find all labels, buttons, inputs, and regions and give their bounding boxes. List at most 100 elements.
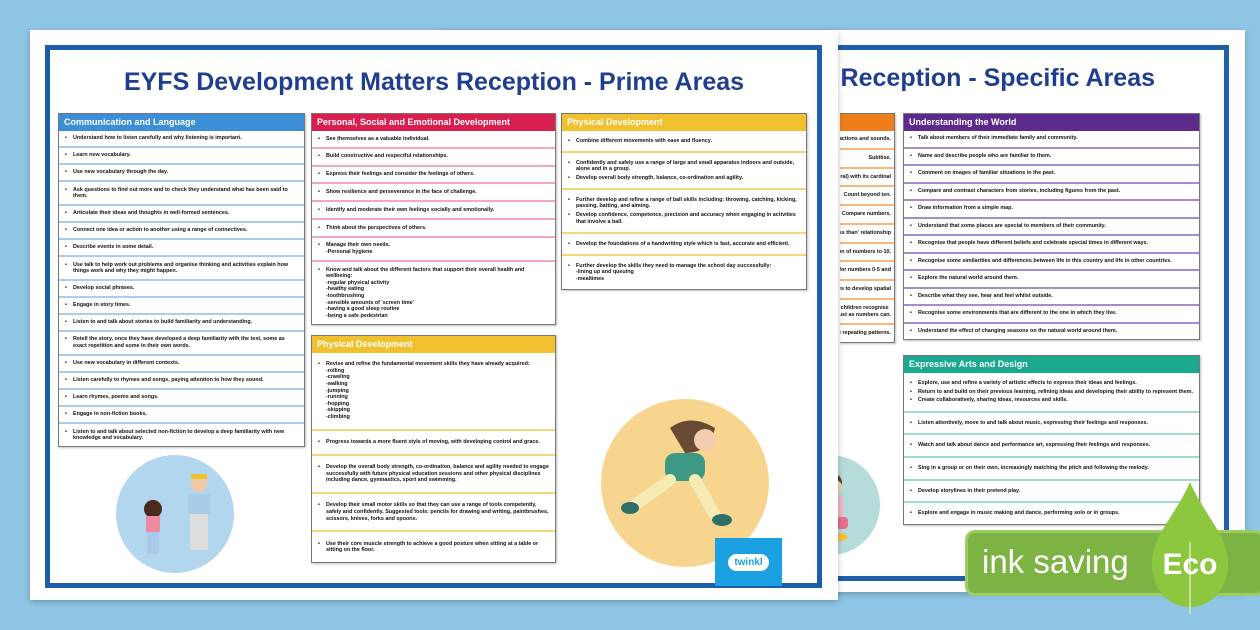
statement-group: Develop their small motor skills so that… <box>312 494 555 533</box>
statement-item: Sing in a group or on their own, increas… <box>910 465 1194 472</box>
communication-language-section: Communication and Language Understand how… <box>58 113 305 447</box>
statement-item: Build constructive and respectful relati… <box>318 153 550 160</box>
statement-group: Use new vocabulary in different contexts… <box>59 356 304 373</box>
statement-group: Listen to and talk about selected non-fi… <box>59 424 304 446</box>
statement-group: Listen carefully to rhymes and songs, pa… <box>59 373 304 391</box>
physical-development-section-2: Physical Development Revise and refine th… <box>311 335 556 563</box>
statement-item: Develop social phrases. <box>65 285 299 292</box>
statement-item: Draw information from a simple map. <box>910 205 1194 212</box>
section-heading: Personal, Social and Emotional Developme… <box>312 114 555 131</box>
statement-item: Develop the foundations of a handwriting… <box>568 241 801 248</box>
statement-group: Use their core muscle strength to achiev… <box>312 532 555 562</box>
statement-group: Revise and refine the fundamental moveme… <box>312 353 555 431</box>
statement-group: Think about the perspectives of others. <box>312 220 555 238</box>
statement-item: Further develop and refine a range of ba… <box>568 197 801 210</box>
statement-item: Talk about members of their immediate fa… <box>910 135 1194 142</box>
statement-item: Create collaboratively, sharing ideas, r… <box>910 397 1194 404</box>
statement-group: Develop storylines in their pretend play… <box>904 481 1199 504</box>
statement-group: Name and describe people who are familia… <box>904 149 1199 166</box>
statement-item: Watch and talk about dance and performan… <box>910 442 1194 449</box>
statement-item: Use talk to help work out problems and o… <box>65 262 299 275</box>
leaf-icon <box>1151 482 1229 614</box>
statement-item: Recognise some environments that are dif… <box>910 310 1194 317</box>
back-title: EYFS Development Matters Reception - Spe… <box>840 64 1155 92</box>
statement-item: Develop overall body strength, balance, … <box>568 175 801 182</box>
statement-item: Use their core muscle strength to achiev… <box>318 541 550 554</box>
statement-group: Understand that some places are special … <box>904 219 1199 236</box>
statement-group: Recognise some environments that are dif… <box>904 306 1199 324</box>
ink-saving-text: ink saving <box>982 543 1129 580</box>
eco-text: Eco <box>1162 548 1218 581</box>
statement-group: Explore and engage in music making and d… <box>904 503 1199 524</box>
statement-group: Draw information from a simple map. <box>904 201 1199 219</box>
statement-group: Understand the effect of changing season… <box>904 324 1199 340</box>
statement-group: Combine different movements with ease an… <box>562 131 806 153</box>
statement-group: Learn new vocabulary. <box>59 148 304 166</box>
section-heading: Physical Development <box>312 336 555 353</box>
statement-item: Understand that some places are special … <box>910 223 1194 230</box>
statement-group: Link the number symbol (numeral) with it… <box>840 169 894 188</box>
statement-item: Engage in non-fiction books. <box>65 411 299 418</box>
statement-item: Develop their small motor skills so that… <box>318 502 550 522</box>
statement-group: Describe events in some detail. <box>59 240 304 258</box>
statement-group: Compare numbers. <box>840 206 894 225</box>
expressive-arts-section: Expressive Arts and Design Explore, use a… <box>903 355 1200 525</box>
statement-item: Progress towards a more fluent style of … <box>318 439 550 446</box>
statement-group: Explore the natural world around them. <box>904 271 1199 289</box>
statement-item: Use new vocabulary in different contexts… <box>65 360 299 367</box>
statement-item: Express their feelings and consider the … <box>318 171 550 178</box>
statement-item: Count objects, actions and sounds. <box>840 136 891 143</box>
statement-group: Compare and contrast characters from sto… <box>904 184 1199 201</box>
statement-item: Describe what they see, hear and feel wh… <box>910 293 1194 300</box>
statement-item: Ask questions to find out more and to ch… <box>65 187 299 200</box>
statement-item: Subitise. <box>868 154 891 161</box>
statement-item: Think about the perspectives of others. <box>318 225 550 232</box>
statement-group: Watch and talk about dance and performan… <box>904 435 1199 459</box>
section-heading: Expressive Arts and Design <box>904 356 1199 373</box>
statement-item: Connect one idea or action to another us… <box>65 227 299 234</box>
statement-group: Understand how to listen carefully and w… <box>59 131 304 149</box>
statement-group: Describe what they see, hear and feel wh… <box>904 289 1199 306</box>
statement-group: Understand the 'one more than/one less t… <box>840 225 894 244</box>
twinkl-logo: twinkl <box>715 538 782 586</box>
statement-group: Engage in story times. <box>59 298 304 316</box>
statement-item: Recognise some similarities and differen… <box>910 258 1194 265</box>
statement-item: Know and talk about the different factor… <box>318 267 550 320</box>
front-title: EYFS Development Matters Reception - Pri… <box>123 68 745 96</box>
running-girl-illustration <box>601 399 769 567</box>
statement-item: Listen to and talk about stories to buil… <box>65 319 299 326</box>
statement-group: Count beyond ten. <box>840 187 894 207</box>
statement-item: Manage their own needs. -Personal hygien… <box>318 242 550 255</box>
statement-group: Comment on images of familiar situations… <box>904 166 1199 184</box>
statement-group: Further develop and refine a range of ba… <box>562 190 806 234</box>
statement-item: Understand how to listen carefully and w… <box>65 135 299 142</box>
statement-group: See themselves as a valuable individual. <box>312 131 555 149</box>
statement-item: Understand the 'one more than/one less t… <box>840 229 891 236</box>
statement-group: Manage their own needs. -Personal hygien… <box>312 238 555 263</box>
statement-group: Select, rotate and manipulate shapes to … <box>840 281 894 300</box>
statement-item: Further develop the skills they need to … <box>568 263 801 283</box>
statement-item: Articulate their ideas and thoughts in w… <box>65 210 299 217</box>
statement-item: Develop the overall body strength, co-or… <box>318 464 550 484</box>
statement-group: Compose and decompose shapes so that chi… <box>840 300 894 326</box>
front-frame <box>45 45 822 588</box>
statement-item: Engage in story times. <box>65 302 299 309</box>
statement-item: Listen to and talk about selected non-fi… <box>65 429 299 442</box>
statement-group: Ask questions to find out more and to ch… <box>59 182 304 206</box>
statement-item: Develop confidence, competence, precisio… <box>568 212 801 225</box>
statement-item: Continue, copy and create repeating patt… <box>840 330 891 337</box>
statement-item: Learn new vocabulary. <box>65 152 299 159</box>
statement-item: Listen attentively, move to and talk abo… <box>910 420 1194 427</box>
statement-item: Show resilience and perseverance in the … <box>318 189 550 196</box>
section-heading: Physical Development <box>562 114 806 131</box>
statement-group: Automatically recall number bonds for nu… <box>840 262 894 282</box>
section-heading: Understanding the World <box>904 114 1199 131</box>
statement-group: Know and talk about the different factor… <box>312 262 555 324</box>
statement-group: Articulate their ideas and thoughts in w… <box>59 206 304 224</box>
statement-item: Revise and refine the fundamental moveme… <box>318 361 550 420</box>
statement-item: Comment on images of familiar situations… <box>910 170 1194 177</box>
statement-group: Subitise. <box>840 150 894 169</box>
children-illustration <box>116 455 234 573</box>
statement-group: Connect one idea or action to another us… <box>59 223 304 241</box>
statement-item: Select, rotate and manipulate shapes to … <box>840 286 891 293</box>
